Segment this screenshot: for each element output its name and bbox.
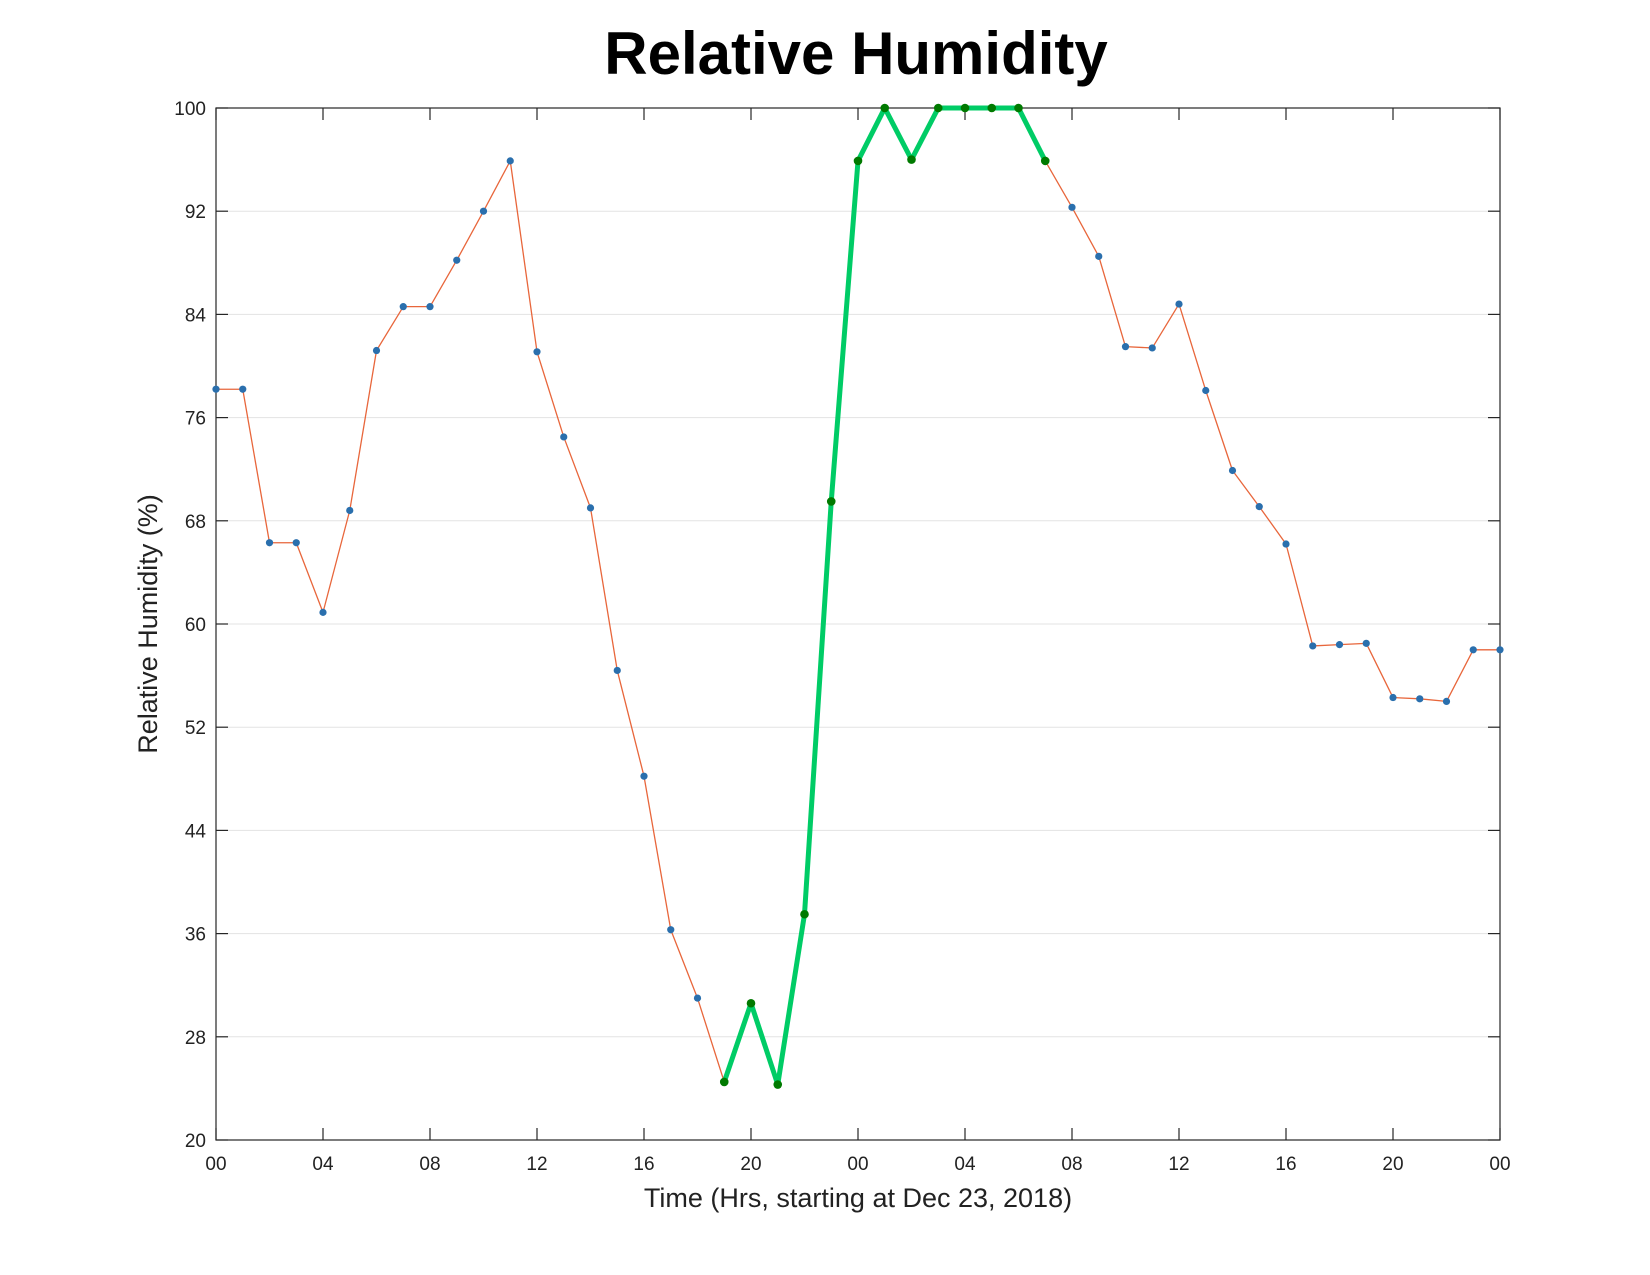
y-tick-label: 68 xyxy=(185,512,206,533)
y-tick-label: 36 xyxy=(185,925,206,946)
series-2-point xyxy=(933,103,943,113)
x-tick-label: 00 xyxy=(205,1154,226,1175)
series-2-point xyxy=(1014,103,1023,113)
series-1-point xyxy=(640,772,648,780)
series-2-point xyxy=(773,1080,783,1089)
x-tick-label: 08 xyxy=(1061,1154,1082,1175)
series-1-point xyxy=(292,539,300,547)
series-1-point xyxy=(506,157,514,165)
series-1-point xyxy=(346,506,354,515)
series-2-point xyxy=(853,156,863,166)
series-1-point xyxy=(1282,540,1290,548)
y-tick-label: 20 xyxy=(185,1131,206,1152)
y-tick-label: 84 xyxy=(185,305,207,326)
series-1-point xyxy=(1416,695,1424,703)
x-tick-label: 08 xyxy=(419,1154,440,1175)
chart-title: Relative Humidity xyxy=(604,20,1108,87)
series-1-point xyxy=(1228,466,1237,475)
series-1-point xyxy=(1362,639,1370,647)
series-1-point xyxy=(239,385,247,393)
series-layer xyxy=(212,103,1504,1089)
series-2-point xyxy=(960,103,970,113)
y-tick-label: 92 xyxy=(185,202,206,223)
series-1-point xyxy=(586,504,595,512)
series-1-point xyxy=(1095,252,1103,260)
y-tick-label: 28 xyxy=(185,1028,206,1049)
x-tick-label: 12 xyxy=(526,1154,547,1175)
x-tick-label: 20 xyxy=(740,1154,761,1175)
series-1-point xyxy=(693,994,702,1002)
series-2-point xyxy=(907,155,916,164)
series-1-point xyxy=(399,303,407,311)
series-2-point xyxy=(746,998,756,1008)
gridlines xyxy=(216,210,1500,1038)
x-axis-label: Time (Hrs, starting at Dec 23, 2018) xyxy=(644,1183,1072,1213)
series-2-point xyxy=(880,103,890,113)
series-1-point xyxy=(613,666,621,675)
series-1-point xyxy=(1121,343,1130,351)
y-tick-label: 76 xyxy=(185,409,206,430)
series-1-point xyxy=(1335,641,1344,649)
x-tick-label: 00 xyxy=(1489,1154,1510,1175)
x-tick-label: 04 xyxy=(312,1154,334,1175)
series-2-point xyxy=(800,909,809,919)
y-tick-label: 44 xyxy=(185,821,207,842)
y-tick-label: 52 xyxy=(185,718,206,739)
y-tick-label: 100 xyxy=(174,99,206,120)
series-1-point xyxy=(1148,344,1156,352)
y-axis-label: Relative Humidity (%) xyxy=(133,494,163,754)
series-1-point xyxy=(1496,646,1504,654)
series-1-point xyxy=(1309,642,1317,650)
series-1-point xyxy=(1068,203,1076,211)
series-1-point xyxy=(533,348,541,356)
x-tick-label: 12 xyxy=(1168,1154,1189,1175)
series-1-point xyxy=(453,256,461,264)
series-1-point xyxy=(1255,503,1263,511)
x-tick-label: 00 xyxy=(847,1154,868,1175)
x-tick-label: 16 xyxy=(1275,1154,1296,1175)
series-1-point xyxy=(426,303,434,311)
series-1-point xyxy=(1442,697,1451,706)
series-1-point xyxy=(479,207,488,215)
series-1-point xyxy=(265,539,274,547)
series-2-point xyxy=(987,103,997,113)
series-2-point xyxy=(826,497,836,506)
series-1-point xyxy=(1202,386,1210,395)
series-1-point xyxy=(560,433,568,441)
x-tick-label: 20 xyxy=(1382,1154,1403,1175)
series-2-point xyxy=(1040,156,1050,166)
series-2-point xyxy=(719,1077,729,1087)
series-1-point xyxy=(319,608,327,616)
x-tick-label: 04 xyxy=(954,1154,976,1175)
series-1-point xyxy=(1175,300,1183,308)
series-1-point xyxy=(212,385,220,393)
series-1-point xyxy=(1469,646,1477,654)
y-tick-label: 60 xyxy=(185,615,206,636)
series-1-point xyxy=(372,346,381,355)
series-1-point xyxy=(667,926,675,934)
series-1-point xyxy=(1389,693,1397,702)
x-tick-label: 16 xyxy=(633,1154,654,1175)
